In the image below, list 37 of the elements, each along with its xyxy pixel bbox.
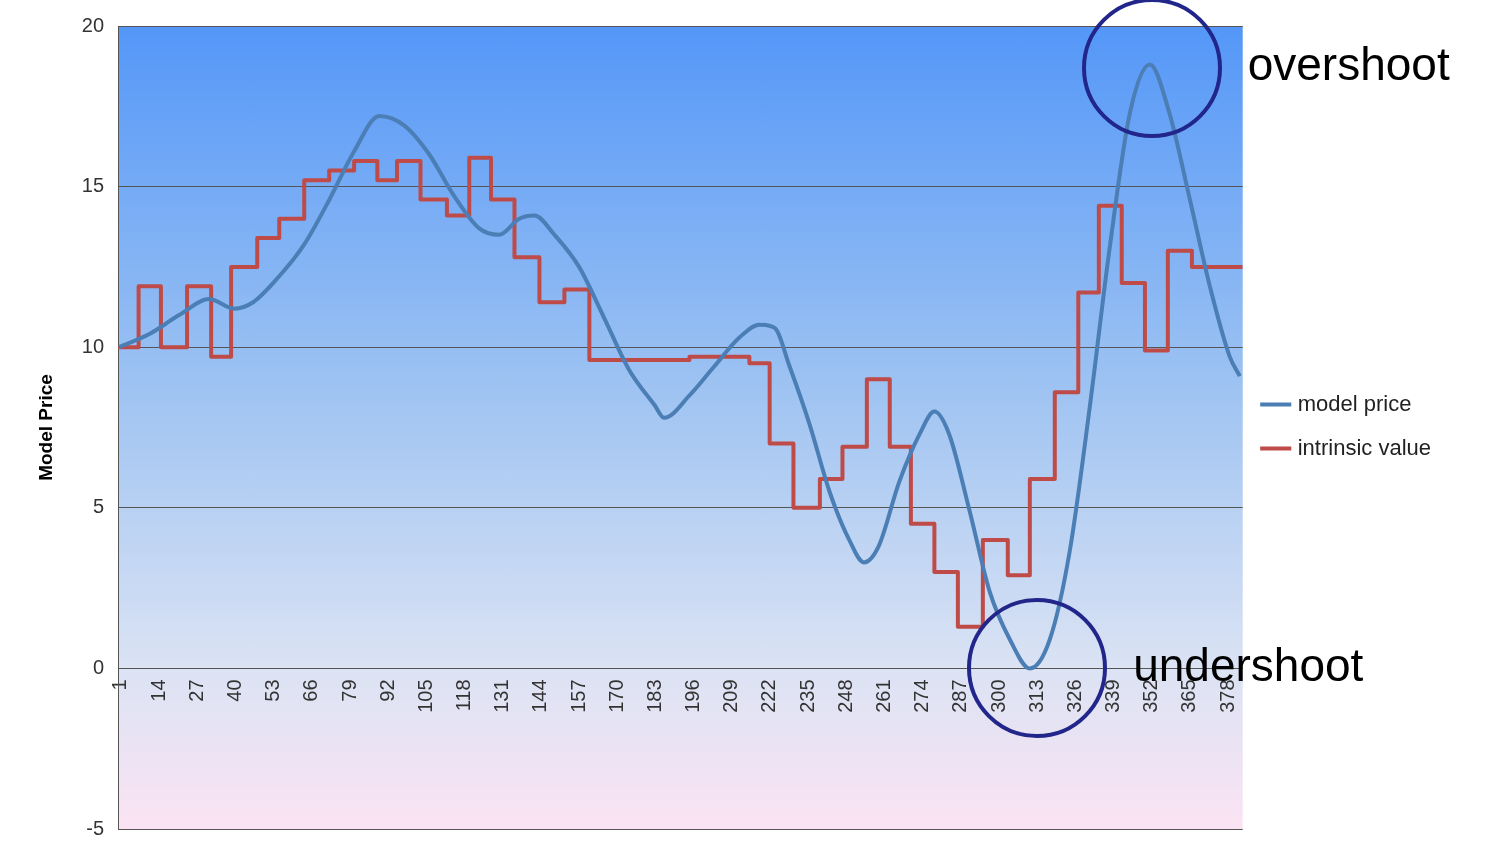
x-tick-label: 27 bbox=[184, 679, 207, 702]
x-tick-label: 1 bbox=[108, 679, 131, 691]
x-tick-label: 183 bbox=[642, 679, 665, 713]
x-tick-label: 209 bbox=[719, 679, 742, 713]
x-tick-label: 14 bbox=[146, 679, 169, 702]
y-tick-label: -5 bbox=[86, 816, 105, 839]
x-tick-label: 157 bbox=[566, 679, 589, 713]
x-tick-label: 261 bbox=[871, 679, 894, 713]
x-tick-label: 300 bbox=[986, 679, 1009, 713]
x-tick-label: 313 bbox=[1024, 679, 1047, 713]
y-tick-label: 15 bbox=[81, 174, 105, 197]
x-tick-label: 92 bbox=[375, 679, 398, 702]
x-tick-label: 170 bbox=[604, 679, 627, 713]
x-tick-label: 222 bbox=[757, 679, 780, 713]
legend-label: intrinsic value bbox=[1297, 434, 1431, 460]
x-tick-label: 196 bbox=[681, 679, 704, 713]
x-tick-label: 144 bbox=[528, 679, 551, 713]
x-tick-label: 53 bbox=[261, 679, 284, 702]
x-tick-label: 326 bbox=[1062, 679, 1085, 713]
y-axis-title: Model Price bbox=[34, 374, 56, 481]
x-tick-label: 248 bbox=[833, 679, 856, 713]
x-tick-label: 105 bbox=[413, 679, 436, 713]
x-tick-label: 274 bbox=[910, 679, 933, 713]
y-tick-label: 10 bbox=[81, 334, 105, 357]
x-tick-label: 79 bbox=[337, 679, 360, 702]
x-tick-label: 66 bbox=[299, 679, 322, 702]
x-tick-label: 287 bbox=[948, 679, 971, 713]
legend-label: model price bbox=[1297, 390, 1412, 416]
x-tick-label: 235 bbox=[795, 679, 818, 713]
y-tick-label: 5 bbox=[92, 495, 105, 518]
y-tick-label: 20 bbox=[81, 13, 105, 36]
x-tick-label: 339 bbox=[1101, 679, 1124, 713]
x-tick-label: 40 bbox=[223, 679, 246, 702]
annotation: overshoot bbox=[1247, 38, 1450, 91]
x-tick-label: 118 bbox=[452, 679, 475, 712]
y-tick-label: 0 bbox=[92, 655, 105, 678]
x-tick-label: 131 bbox=[490, 679, 513, 713]
